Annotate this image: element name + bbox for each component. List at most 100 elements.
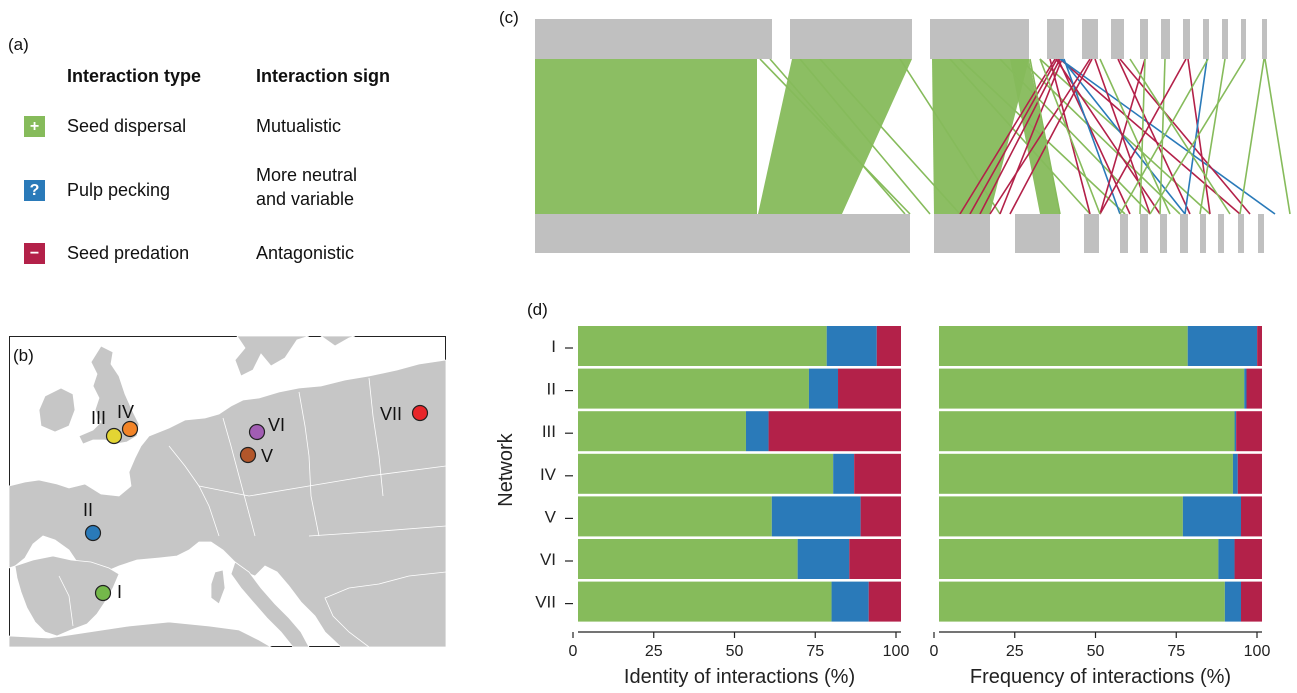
network-link-35	[1239, 58, 1265, 215]
iberia-shape	[14, 555, 120, 637]
bottom-node-8	[1200, 214, 1206, 253]
y-tick-label-I: I	[551, 337, 556, 356]
top-node-12	[1262, 19, 1267, 59]
bar-VI-antagonistic	[849, 539, 901, 579]
top-node-8	[1183, 19, 1190, 59]
bar-VII-mutualistic	[578, 581, 832, 622]
x-tick-label-25: 25	[645, 643, 663, 660]
network-link-19	[1061, 58, 1186, 215]
network-link-17	[1059, 58, 1241, 215]
site-label-II: II	[83, 500, 94, 520]
legend-sign-mutualistic: Mutualistic	[256, 116, 342, 136]
bottom-node-9	[1218, 214, 1224, 253]
y-tick-label-III: III	[542, 422, 556, 441]
x-tick-label-0: 0	[569, 643, 578, 660]
sardinia-shape	[210, 569, 226, 605]
bar-III-mutualistic	[939, 411, 1235, 452]
mutualistic-swatch: +	[24, 116, 45, 137]
top-node-7	[1161, 19, 1170, 59]
bottom-node-6	[1160, 214, 1167, 253]
network-links	[535, 58, 1291, 215]
bar-VII-neutral	[831, 581, 869, 622]
bottom-node-4	[1120, 214, 1128, 253]
bar-V-neutral	[771, 496, 861, 537]
panel-d-label: (d)	[527, 300, 548, 319]
legend-type-seed-dispersal: Seed dispersal	[67, 116, 187, 136]
legend-sign-neutral-line1: More neutral	[256, 165, 358, 185]
legend-type-pulp-pecking: Pulp pecking	[67, 180, 171, 200]
bottom-node-2	[1015, 214, 1060, 253]
network-link-12	[969, 58, 1058, 215]
bar-II-mutualistic	[578, 368, 809, 409]
bottom-node-3	[1084, 214, 1099, 253]
y-tick-label-IV: IV	[540, 465, 557, 484]
network-link-6	[959, 58, 1126, 215]
network-link-13	[979, 58, 1061, 215]
network-nodes	[535, 19, 1267, 253]
bar-V-mutualistic	[578, 496, 772, 537]
network-link-22	[1009, 58, 1093, 215]
bar-IV-antagonistic	[854, 453, 901, 494]
ireland-shape	[38, 387, 76, 433]
site-label-III: III	[91, 408, 107, 428]
legend-header-type: Interaction type	[67, 66, 202, 86]
great-britain-shape	[78, 345, 140, 445]
antagonistic-swatch: −	[24, 243, 45, 264]
italy-shape	[230, 561, 310, 647]
bottom-node-0	[535, 214, 910, 253]
top-node-0	[535, 19, 772, 59]
site-label-VII: VII	[380, 404, 403, 424]
bar-III-mutualistic	[578, 411, 746, 452]
top-node-3	[1047, 19, 1064, 59]
x-axis-label: Identity of interactions (%)	[624, 666, 855, 688]
bar-III-antagonistic	[768, 411, 901, 452]
bar-panel-2: 0 25 50 75 100 Frequency of interactions (%)	[930, 326, 1270, 688]
bottom-node-10	[1238, 214, 1244, 253]
bar-V-antagonistic	[1241, 496, 1262, 537]
network-link-39	[1099, 58, 1171, 215]
network-link-1	[769, 58, 906, 215]
y-tick-label-VI: VI	[540, 550, 556, 569]
bar-VII-neutral	[1224, 581, 1242, 622]
network-link-9	[1039, 58, 1211, 215]
bar-IV-neutral	[1232, 453, 1238, 494]
network-link-11	[959, 58, 1056, 215]
x-tick-label-75: 75	[1167, 643, 1185, 660]
bar-I-mutualistic	[578, 326, 827, 366]
network-link-28	[1159, 58, 1166, 215]
bar-IV-mutualistic	[578, 453, 834, 494]
legend-type-seed-predation: Seed predation	[67, 243, 190, 263]
bar-III-neutral	[745, 411, 769, 452]
network-link-31	[1184, 58, 1208, 215]
bar-III-neutral	[1234, 411, 1237, 452]
network-link-38	[1039, 58, 1101, 215]
bottom-node-5	[1140, 214, 1148, 253]
y-tick-label-VII: VII	[535, 593, 556, 612]
network-link-15	[1057, 58, 1131, 215]
bar-VII-antagonistic	[868, 581, 901, 622]
baltic-north-shape	[320, 336, 356, 347]
bar-IV-neutral	[833, 453, 855, 494]
bar-VI-mutualistic	[578, 539, 798, 579]
legend-sign-antagonistic: Antagonistic	[256, 243, 355, 263]
x-tick-label-50: 50	[726, 643, 744, 660]
network-link-14	[999, 58, 1063, 215]
y-tick-label-II: II	[547, 380, 556, 399]
legend-sign-neutral-line2: and variable	[256, 189, 355, 209]
bar-I-mutualistic	[939, 326, 1188, 366]
top-node-2	[930, 19, 1029, 59]
bar-VI-mutualistic	[939, 539, 1219, 579]
top-node-1	[790, 19, 912, 59]
network-band-2	[932, 59, 1029, 214]
network-link-37	[1029, 58, 1061, 215]
north-africa-shape	[9, 621, 272, 647]
balkans-shape	[324, 571, 446, 647]
bar-IV-antagonistic	[1237, 453, 1262, 494]
bar-VI-antagonistic	[1234, 539, 1262, 579]
legend-header-sign: Interaction sign	[256, 66, 391, 86]
site-label-V: V	[261, 446, 274, 466]
network-link-3	[819, 58, 961, 215]
site-label-IV: IV	[117, 402, 135, 422]
network-link-34	[1149, 58, 1246, 215]
